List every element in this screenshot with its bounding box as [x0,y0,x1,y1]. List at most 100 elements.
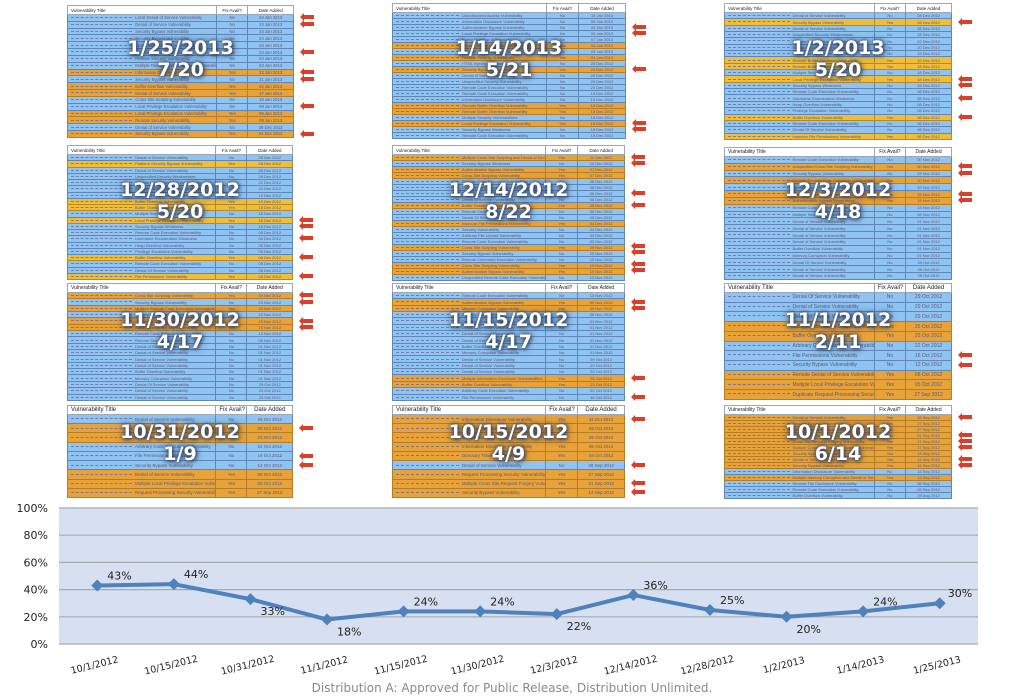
vulnerability-title-text: Buffer Overflow Vulnerability [135,198,186,204]
redacted-product-name [71,71,133,74]
redacted-product-name [396,156,459,159]
vulnerability-title-text: Information Disclosure Vulnerability [462,19,525,24]
table-row: Privilege Escalation Vulnerability No 08 D… [66,247,293,256]
fix-available: Yes [545,380,579,389]
vulnerability-title-text: Security Bypass Vulnerability [135,35,190,41]
redacted-product-name [71,295,133,297]
fix-available: No [873,107,907,115]
vulnerability-title-text: Remote Buffer Overflow Vulnerability [792,57,858,63]
x-tick-label: 12/14/2012 [603,654,659,678]
table-row: Local Privilege Escalation Vulnerability… [392,42,627,49]
table-row: Remote Code Execution Vulnerability No 19 … [66,311,293,319]
vulnerability-title-text: Buffer Overflow Vulnerability [792,114,843,120]
table-row: Local Privilege Escalation Vulnerability… [66,102,294,111]
vulnerability-table: Vulnerability Title Fix Avail? Date Added L… [66,5,294,138]
vulnerability-title: Security Bypass Vulnerability [66,130,218,138]
date-added: 27 Sep 2012 [577,469,625,480]
vulnerability-title: Remote Command Execution Vulnerability [391,256,547,263]
date-added: 05 Oct 2012 [905,379,952,391]
table-row: Remote Code Execution Vulnerability No 08 … [724,88,952,96]
column-header-date: Date Added [577,3,627,13]
redacted-product-name [71,326,133,329]
table-row: Remote File Disclosure Vulnerability No 06… [724,480,952,487]
new-entry-arrow-icon [631,200,645,209]
redacted-product-name [728,305,790,308]
table-row: Cross Site Scripting Vulnerability No 18 J… [66,95,294,104]
vulnerability-title: Remote Code Execution Vulnerability [66,178,217,187]
redacted-product-name [396,104,460,107]
vulnerability-title: Denial of Service Vulnerability [66,89,218,97]
table-row: Denial of Service Vulnerability Yes 08 Oct… [391,423,625,434]
vulnerability-title: Information Disclosure Vulnerability [66,191,217,199]
table-row: Denial of Service Vulnerability No 01 Nov … [66,361,293,370]
column-header-date: Date Added [905,405,952,415]
date-added: 22 Oct 2012 [246,441,293,452]
column-header-fix: Fix Avail? [215,283,248,293]
vulnerability-title-text: Authentication Bypass Vulnerability [461,299,525,305]
column-header-fix: Fix Avail? [215,405,248,415]
data-point-marker [474,605,487,618]
data-label: 20% [797,623,821,636]
x-tick-label: 1/25/2013 [912,654,962,676]
vulnerability-title: Cross Site Scripting Vulnerability [66,95,218,104]
vulnerability-title: Platform Security Bypass Vulnerability [66,160,217,168]
redacted-product-name [728,241,790,243]
redacted-product-name [728,434,790,437]
vulnerability-title: Denial of Service Vulnerability [66,393,217,401]
fix-available: Yes [216,89,249,97]
vulnerability-title-text: Denial of Service Vulnerability [135,22,191,28]
fix-available: No [215,260,248,268]
table-row: Authentication Bypass Vulnerability Yes 15… [724,196,952,205]
fix-available: No [873,360,907,371]
date-added: 29 Oct 2012 [577,355,625,363]
table-row: Cross Site Request Forgery Vulnerability… [724,438,952,445]
table-row: Denial Of Service Vulnerability No 29 Oct … [724,292,952,303]
vulnerability-title-text: Remote Code Execution Vulnerability [135,261,202,267]
vulnerability-title-text: Local Privilege Escalation Vulnerability [135,217,204,223]
table-row: Insecure File Permissions Vulnerability Y… [391,220,625,227]
redacted-product-name [71,455,133,457]
table-row: Denial Of Service Vulnerability No 29 Oct … [724,258,952,267]
new-entry-arrow-icon [958,431,972,439]
redacted-product-name [728,422,790,425]
fix-available: Yes [545,487,579,498]
redacted-product-name [396,134,460,137]
redacted-product-name [396,464,459,467]
vulnerability-title-text: Multiple Memory Corruption and Denial of… [792,475,874,480]
vulnerability-title-text: Security Bypass Vulnerability [792,19,844,25]
date-added: 24 Jan 2013 [247,41,294,50]
vulnerability-title: Information Disclosure Vulnerability [724,50,875,58]
date-added: 01 Nov 2012 [905,224,952,233]
fix-available: Yes [216,82,249,91]
redacted-product-name [71,269,133,272]
redacted-product-name [728,268,790,271]
table-row: Denial Of Service Vulnerability No 08 Dec … [66,266,293,274]
date-added: 01 Nov 2012 [905,251,952,260]
table-row: Buffer Overflow Vulnerability No 01 Nov 20… [66,368,293,376]
table-row: Denial of Service Vulnerability No 01 Nov … [391,317,625,325]
redacted-product-name [71,427,133,430]
fix-available: No [873,217,907,226]
column-header-title: Vulnerability Title [724,147,875,157]
fix-available: No [215,355,248,363]
table-row: Unspecified Cross Site Scripting Vulnera… [724,162,952,171]
fix-available: No [873,224,907,233]
date-added: 04 Oct 2012 [577,450,625,462]
redacted-product-name [71,263,133,265]
date-added: 01 Nov 2012 [577,323,625,332]
table-row: Information Disclosure Vulnerability No 13… [724,468,952,475]
fix-available: No [873,492,907,499]
fix-available: No [216,48,249,56]
table-row: Local Privilege Escalation Vulnerability… [391,184,625,191]
redacted-product-name [396,396,459,399]
table-row: Information Disclosure Vulnerability Yes 0… [391,441,625,452]
vulnerability-title: Information Disclosure Vulnerability [391,441,547,452]
vulnerability-title-text: Insecure File Permissions Vulnerability [461,221,531,226]
data-label: 36% [643,579,667,592]
vulnerability-title: Memory Corruption Vulnerability [391,349,547,357]
date-added: 29 Oct 2012 [246,393,293,401]
redacted-product-name [396,473,459,476]
redacted-product-name [728,21,790,23]
vulnerability-title: Remote Code Execution Vulnerability [66,185,217,193]
date-added: 28 Dec 2012 [905,11,952,20]
